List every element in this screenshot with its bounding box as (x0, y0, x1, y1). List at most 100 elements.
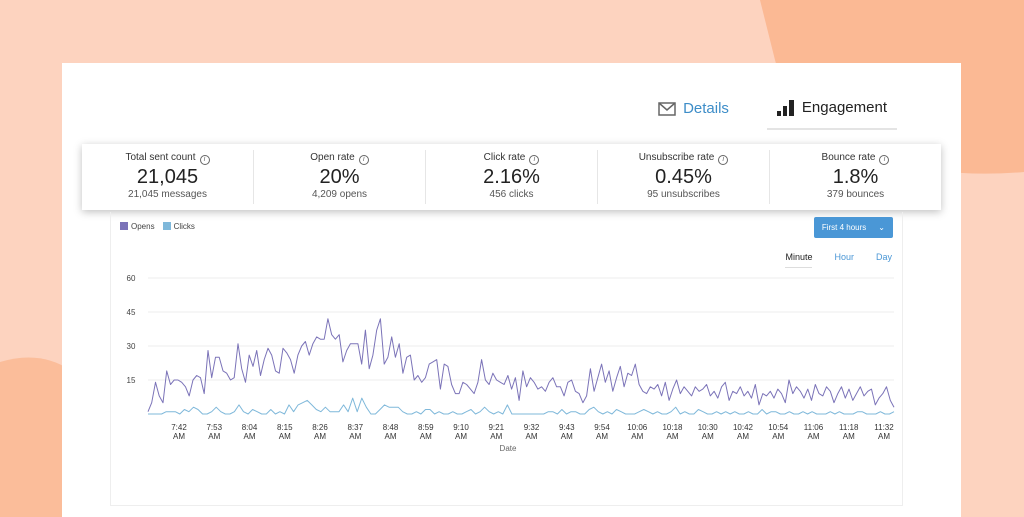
stat-label: Open rate (310, 152, 355, 163)
stat-label: Bounce rate (821, 152, 876, 163)
x-tick-label: AM (455, 432, 467, 441)
chart-legend: Opens Clicks (120, 222, 195, 231)
x-tick-label: 11:32 (874, 423, 894, 432)
y-tick-label: 60 (127, 274, 136, 283)
stat-value: 20% (319, 166, 360, 188)
x-tick-label: 11:06 (804, 423, 824, 432)
x-tick-label: AM (561, 432, 573, 441)
x-tick-label: AM (702, 432, 714, 441)
stat-value: 21,045 (136, 166, 199, 188)
y-tick-label: 30 (127, 342, 136, 351)
x-tick-label: AM (878, 432, 890, 441)
x-tick-label: 8:04 (242, 423, 258, 432)
stat-value: 1.8% (832, 166, 879, 188)
x-tick-label: 8:48 (383, 423, 399, 432)
info-icon[interactable]: i (358, 155, 369, 165)
tab-details[interactable]: Details (648, 92, 739, 129)
background-shape (0, 357, 70, 517)
tab-engagement[interactable]: Engagement (766, 91, 897, 130)
chart-panel: Opens Clicks First 4 hours ⌄ Minute Hour … (110, 212, 903, 506)
stat-sub: 379 bounces (826, 189, 885, 200)
x-tick-label: AM (244, 432, 256, 441)
x-axis-label: Date (500, 444, 517, 453)
stat-open-rate: Open rate i 20% 4,209 opens (254, 150, 426, 204)
x-tick-label: 8:37 (347, 423, 363, 432)
x-tick-label: 8:59 (418, 423, 434, 432)
stat-bounce-rate: Bounce rate i 1.8% 379 bounces (770, 150, 941, 204)
x-tick-label: 9:32 (524, 423, 540, 432)
info-icon[interactable]: i (718, 155, 729, 165)
info-icon[interactable]: i (199, 155, 210, 165)
x-tick-label: AM (349, 432, 361, 441)
legend-swatch (120, 222, 128, 230)
x-tick-label: 8:26 (312, 423, 328, 432)
x-tick-label: AM (737, 432, 749, 441)
x-tick-label: 11:18 (839, 423, 859, 432)
x-tick-label: AM (208, 432, 220, 441)
tab-hour[interactable]: Hour (834, 252, 854, 262)
x-tick-label: AM (385, 432, 397, 441)
x-tick-label: AM (420, 432, 432, 441)
legend-item-opens[interactable]: Opens (120, 222, 155, 231)
stat-sub: 95 unsubscribes (647, 189, 720, 200)
x-tick-label: 9:21 (488, 423, 504, 432)
y-tick-label: 45 (127, 308, 136, 317)
legend-swatch (162, 222, 171, 230)
view-tabs: Details Engagement (648, 91, 897, 130)
stat-sub: 21,045 messages (128, 189, 207, 200)
x-tick-label: 9:43 (559, 423, 575, 432)
series-line-opens (147, 318, 895, 412)
stat-sub: 4,209 opens (311, 189, 368, 200)
x-tick-label: AM (490, 432, 502, 441)
x-tick-label: 9:54 (594, 423, 610, 432)
report-card: Details Engagement Total sent count i 21,0… (62, 63, 961, 517)
tab-day[interactable]: Day (875, 252, 892, 262)
y-tick-label: 15 (127, 376, 136, 385)
granularity-tabs: Minute Hour Day (785, 252, 892, 268)
x-tick-label: AM (526, 432, 538, 441)
x-tick-label: 10:30 (698, 423, 719, 432)
legend-item-clicks[interactable]: Clicks (162, 222, 195, 231)
stat-click-rate: Click rate i 2.16% 456 clicks (426, 150, 598, 204)
stat-value: 2.16% (483, 166, 540, 188)
stat-label: Unsubscribe rate (638, 152, 715, 163)
stats-summary: Total sent count i 21,045 21,045 messages O… (82, 144, 941, 210)
info-icon[interactable]: i (879, 155, 890, 165)
x-tick-label: 8:15 (277, 423, 293, 432)
stat-unsubscribe-rate: Unsubscribe rate i 0.45% 95 unsubscribes (598, 150, 770, 204)
x-tick-label: AM (772, 432, 784, 441)
bar-chart-icon (776, 99, 794, 116)
x-tick-label: 7:42 (171, 423, 187, 432)
info-icon[interactable]: i (529, 155, 540, 165)
line-chart: 153045607:42AM7:53AM8:04AM8:15AM8:26AM8:… (127, 274, 895, 453)
tab-label: Details (683, 100, 729, 117)
series-line-clicks (148, 397, 895, 415)
chevron-down-icon: ⌄ (878, 223, 885, 232)
stat-total-sent: Total sent count i 21,045 21,045 messages (82, 150, 254, 204)
stat-label: Total sent count (125, 152, 196, 163)
x-tick-label: 9:10 (453, 423, 469, 432)
x-tick-label: AM (808, 432, 820, 441)
range-value: First 4 hours (821, 223, 867, 232)
stat-label: Click rate (483, 152, 526, 163)
x-tick-label: 10:18 (662, 423, 683, 432)
x-tick-label: AM (173, 432, 185, 441)
x-tick-label: AM (279, 432, 291, 441)
range-dropdown[interactable]: First 4 hours ⌄ (813, 217, 893, 238)
x-tick-label: AM (843, 432, 855, 441)
x-tick-label: AM (667, 432, 679, 441)
envelope-icon (658, 101, 676, 116)
stat-value: 0.45% (655, 166, 712, 188)
x-tick-label: AM (314, 432, 326, 441)
legend-label: Opens (131, 222, 155, 231)
legend-label: Clicks (173, 222, 195, 231)
x-tick-label: AM (596, 432, 608, 441)
x-tick-label: 7:53 (206, 423, 222, 432)
tab-minute[interactable]: Minute (785, 252, 813, 268)
stat-sub: 456 clicks (489, 189, 534, 200)
x-tick-label: 10:42 (733, 423, 754, 432)
x-tick-label: AM (631, 432, 643, 441)
x-tick-label: 10:54 (768, 423, 789, 432)
x-tick-label: 10:06 (627, 423, 648, 432)
tab-label: Engagement (801, 99, 887, 116)
